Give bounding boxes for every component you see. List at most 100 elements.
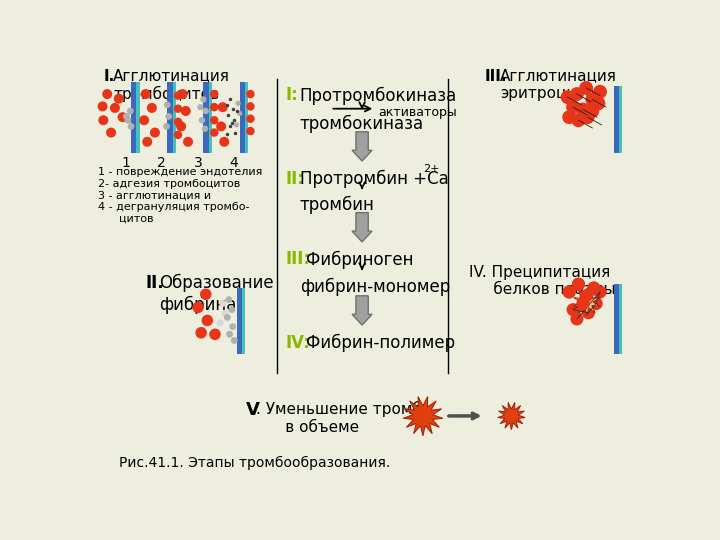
Circle shape (227, 332, 233, 337)
Circle shape (202, 126, 207, 131)
Circle shape (210, 116, 218, 125)
Text: III:: III: (286, 251, 311, 268)
Circle shape (200, 288, 212, 300)
Text: 1 - повреждение эндотелия
2- адгезия тромбоцитов
3 - агглютинация и
4 - дегранул: 1 - повреждение эндотелия 2- адгезия тро… (98, 167, 262, 224)
Circle shape (590, 297, 603, 310)
Circle shape (562, 286, 576, 299)
Bar (619, 284, 622, 354)
Text: 2+: 2+ (423, 164, 439, 174)
Circle shape (174, 131, 182, 139)
Circle shape (593, 286, 606, 299)
Circle shape (593, 85, 607, 99)
Text: фибрин-мономер: фибрин-мономер (300, 278, 450, 295)
Text: активаторы: активаторы (378, 106, 457, 119)
Circle shape (238, 111, 242, 115)
Bar (614, 284, 619, 354)
Circle shape (124, 114, 129, 119)
Circle shape (181, 106, 191, 116)
Circle shape (216, 122, 226, 131)
FancyArrow shape (352, 296, 372, 325)
Circle shape (580, 289, 593, 302)
Circle shape (192, 301, 204, 313)
Circle shape (195, 327, 207, 339)
Circle shape (585, 92, 599, 106)
Circle shape (202, 315, 213, 326)
Circle shape (246, 114, 255, 123)
FancyArrow shape (352, 132, 372, 161)
Circle shape (198, 105, 203, 110)
Circle shape (166, 114, 171, 119)
Circle shape (246, 102, 255, 111)
Circle shape (163, 124, 169, 129)
Circle shape (174, 91, 182, 100)
Circle shape (210, 103, 218, 111)
Circle shape (147, 103, 157, 113)
Circle shape (210, 129, 218, 137)
Circle shape (222, 310, 228, 317)
Text: II.: II. (145, 274, 164, 292)
Circle shape (98, 102, 107, 111)
Circle shape (580, 289, 593, 302)
Circle shape (102, 89, 112, 99)
Text: Фибрин-полимер: Фибрин-полимер (306, 334, 455, 352)
Bar (614, 86, 619, 153)
Circle shape (114, 93, 124, 104)
Bar (240, 82, 245, 153)
Circle shape (219, 137, 229, 147)
Circle shape (581, 110, 595, 124)
Circle shape (572, 278, 585, 291)
Text: II:: II: (286, 170, 305, 187)
Circle shape (592, 96, 606, 110)
Circle shape (127, 109, 133, 114)
Circle shape (219, 300, 226, 307)
Circle shape (199, 118, 204, 123)
Circle shape (143, 137, 152, 147)
Circle shape (576, 103, 590, 117)
Bar (619, 86, 622, 153)
Circle shape (588, 281, 600, 295)
Circle shape (117, 112, 127, 122)
Text: тромбокиназа: тромбокиназа (300, 115, 424, 133)
Polygon shape (403, 396, 443, 436)
Polygon shape (498, 402, 525, 430)
Circle shape (585, 104, 599, 118)
Text: Образование
фибрина: Образование фибрина (159, 274, 274, 314)
Circle shape (570, 87, 584, 101)
Text: тромбин: тромбин (300, 195, 374, 214)
Bar (167, 82, 173, 153)
Circle shape (235, 123, 238, 127)
Bar (131, 82, 137, 153)
Circle shape (579, 81, 593, 95)
Text: 3: 3 (194, 157, 202, 171)
Text: 2: 2 (158, 157, 166, 171)
Circle shape (110, 103, 120, 113)
Circle shape (226, 297, 232, 302)
Circle shape (561, 90, 575, 104)
Circle shape (566, 100, 580, 114)
Text: IV:: IV: (286, 334, 311, 352)
Circle shape (567, 303, 580, 316)
FancyArrow shape (352, 213, 372, 242)
Circle shape (178, 89, 188, 99)
Circle shape (217, 319, 224, 326)
Text: Протромбин +Са: Протромбин +Са (300, 170, 449, 188)
Circle shape (246, 127, 255, 135)
Circle shape (588, 281, 600, 295)
Circle shape (99, 115, 108, 125)
Text: I.: I. (104, 69, 114, 84)
Circle shape (225, 315, 230, 320)
Text: . Уменьшение тромба
      в объеме: . Уменьшение тромба в объеме (256, 401, 431, 435)
Circle shape (582, 306, 595, 319)
Circle shape (562, 110, 576, 124)
Circle shape (210, 90, 218, 98)
Bar (204, 82, 209, 153)
Bar (237, 288, 242, 354)
Circle shape (577, 297, 590, 310)
Circle shape (176, 122, 186, 131)
Circle shape (106, 127, 116, 138)
Text: 4: 4 (229, 157, 238, 171)
Text: I:: I: (286, 86, 299, 104)
Circle shape (217, 102, 228, 112)
Circle shape (562, 286, 576, 299)
Bar (209, 82, 212, 153)
